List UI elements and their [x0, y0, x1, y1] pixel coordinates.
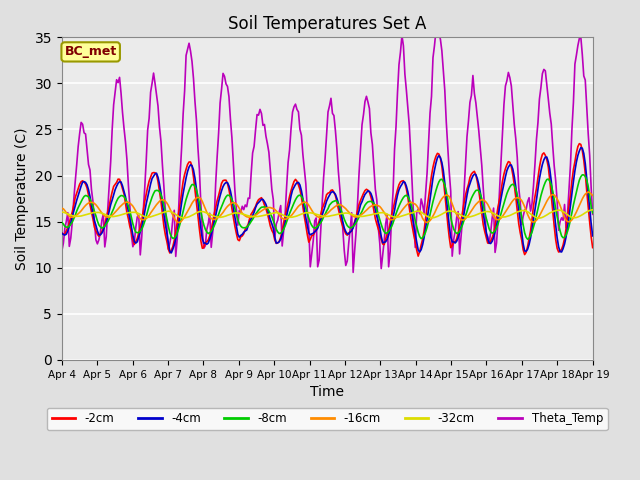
- -32cm: [123, 210, 131, 216]
- Y-axis label: Soil Temperature (C): Soil Temperature (C): [15, 127, 29, 270]
- -16cm: [123, 199, 131, 205]
- Theta_Temp: [349, 269, 357, 275]
- -2cm: [575, 141, 583, 146]
- Text: BC_met: BC_met: [65, 46, 117, 59]
- -2cm: [243, 224, 250, 230]
- -16cm: [236, 205, 243, 211]
- -8cm: [561, 234, 568, 240]
- -2cm: [216, 186, 224, 192]
- -4cm: [577, 145, 585, 151]
- -4cm: [561, 241, 568, 247]
- -32cm: [234, 210, 242, 216]
- -16cm: [58, 205, 66, 211]
- Theta_Temp: [123, 157, 131, 163]
- Theta_Temp: [58, 248, 66, 253]
- -8cm: [290, 200, 298, 206]
- -4cm: [244, 223, 252, 229]
- -2cm: [290, 179, 298, 184]
- -32cm: [589, 207, 596, 213]
- Line: -32cm: -32cm: [62, 210, 593, 218]
- Theta_Temp: [562, 225, 570, 230]
- Theta_Temp: [290, 104, 298, 109]
- -32cm: [216, 215, 224, 220]
- -32cm: [290, 214, 298, 220]
- -4cm: [168, 250, 175, 256]
- X-axis label: Time: Time: [310, 385, 344, 399]
- -2cm: [234, 237, 242, 242]
- Theta_Temp: [243, 204, 250, 210]
- Line: -4cm: -4cm: [62, 148, 593, 253]
- -4cm: [123, 201, 131, 207]
- -16cm: [175, 220, 182, 226]
- -8cm: [524, 236, 531, 242]
- -32cm: [58, 209, 66, 215]
- -16cm: [244, 214, 252, 220]
- -4cm: [236, 234, 243, 240]
- -8cm: [123, 199, 131, 205]
- -32cm: [536, 215, 543, 221]
- Line: -8cm: -8cm: [62, 175, 593, 239]
- -16cm: [584, 189, 592, 195]
- Theta_Temp: [216, 100, 224, 106]
- -16cm: [292, 207, 300, 213]
- Legend: -2cm, -4cm, -8cm, -16cm, -32cm, Theta_Temp: -2cm, -4cm, -8cm, -16cm, -32cm, Theta_Te…: [47, 408, 607, 430]
- Theta_Temp: [234, 222, 242, 228]
- -4cm: [218, 188, 225, 193]
- -4cm: [58, 230, 66, 236]
- -8cm: [58, 219, 66, 225]
- -8cm: [216, 207, 224, 213]
- -4cm: [589, 233, 596, 239]
- -2cm: [561, 236, 568, 241]
- -2cm: [589, 245, 596, 251]
- Line: -2cm: -2cm: [62, 144, 593, 256]
- -8cm: [234, 216, 242, 222]
- -2cm: [58, 230, 66, 236]
- -2cm: [123, 210, 131, 216]
- -16cm: [561, 215, 568, 221]
- -8cm: [579, 172, 586, 178]
- -16cm: [218, 211, 225, 217]
- Title: Soil Temperatures Set A: Soil Temperatures Set A: [228, 15, 426, 33]
- -8cm: [589, 210, 596, 216]
- -32cm: [561, 209, 568, 215]
- -2cm: [414, 253, 422, 259]
- Line: Theta_Temp: Theta_Temp: [62, 24, 593, 272]
- -4cm: [292, 181, 300, 187]
- Theta_Temp: [589, 211, 596, 217]
- Theta_Temp: [433, 22, 441, 27]
- Line: -16cm: -16cm: [62, 192, 593, 223]
- -32cm: [243, 213, 250, 218]
- -8cm: [243, 224, 250, 230]
- -16cm: [589, 192, 596, 198]
